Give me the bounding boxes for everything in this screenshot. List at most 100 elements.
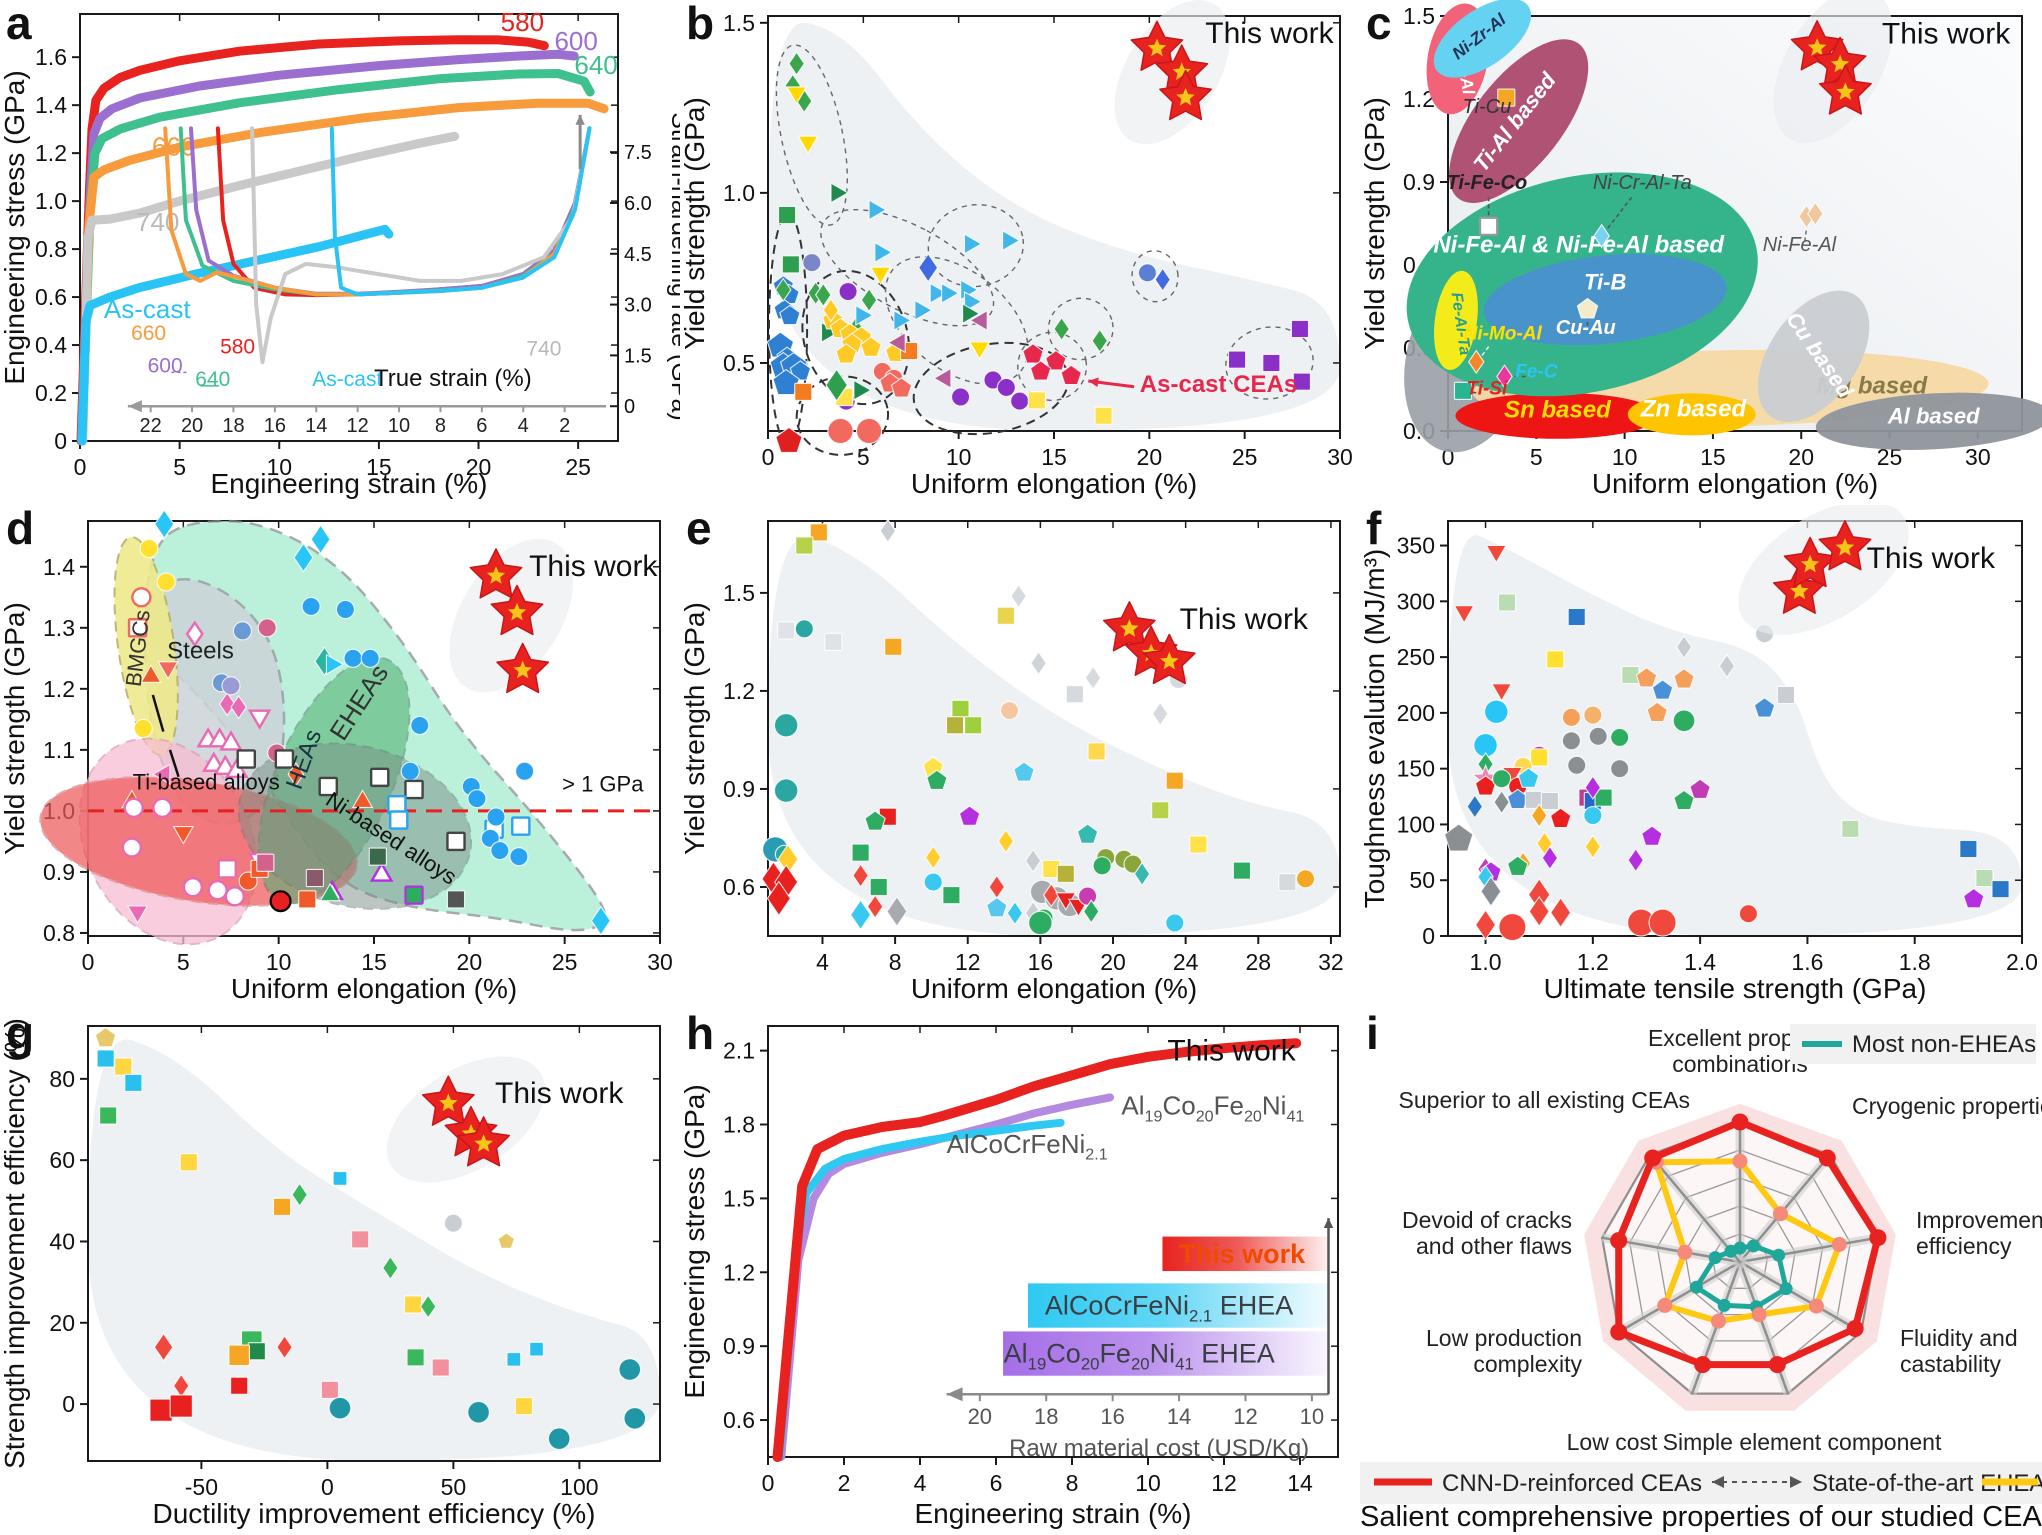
leader-line [151, 694, 165, 732]
x-axis-label: Ductility improvement efficiency (%) [153, 1498, 596, 1529]
this-work-star-core [1120, 619, 1139, 637]
this-work-star-core [1147, 38, 1167, 57]
panel-b-chart: 0 5 10 15 20 25 30 0.5 1.0 1.5 Uniform elongation … [680, 0, 1353, 499]
x-tick-label: 30 [1327, 444, 1353, 470]
group-ellipse [1131, 250, 1179, 303]
x-tick-label: 1.2 [1577, 949, 1609, 975]
inset-label: 660 [131, 322, 166, 345]
map-label: Ti-Cu [1462, 96, 1511, 118]
panel-i-caption: Salient comprehensive properties of our … [1360, 1501, 2042, 1533]
radar-axis-label: Low cost [1567, 1429, 1658, 1455]
plot-frame [1447, 520, 2023, 937]
panel-g-tag: g [6, 1007, 35, 1059]
this-work-star-core [1800, 554, 1820, 573]
annotation-text: As-cast CEAs [1140, 371, 1297, 398]
x-tick-label: 0 [762, 444, 775, 470]
this-work-group: This work [1102, 601, 1309, 685]
y-tick-label: 40 [49, 1228, 75, 1254]
svg-text:8: 8 [435, 415, 446, 437]
x-tick-label: 20 [1100, 949, 1126, 975]
radar-vertex [1818, 1149, 1836, 1167]
y-tick-label: 1.0 [35, 188, 67, 214]
svg-text:20: 20 [181, 415, 203, 437]
x-tick-label: 50 [441, 1474, 467, 1500]
x-tick-label: 1.6 [1791, 949, 1823, 975]
y-tick-label: 0.2 [35, 380, 67, 406]
region [1433, 0, 1532, 78]
y-tick-label: 200 [1397, 700, 1435, 726]
inset-label: 640 [195, 368, 230, 391]
x-tick-label: 25 [552, 949, 578, 975]
group-ellipse [884, 256, 1029, 385]
y-tick-label: 1.5 [723, 580, 755, 606]
map-label: Ti-Fe-Co [1446, 172, 1527, 194]
x-tick-label: 30 [647, 949, 673, 975]
x-axis-label: Engineering strain (%) [210, 468, 487, 499]
group-ellipse [1047, 297, 1114, 361]
radar-vertex [1869, 1229, 1887, 1247]
y-tick-label: 0 [54, 428, 67, 454]
legend-label-non-eheas: Most non-EHEAs [1852, 1031, 2036, 1058]
panel-e-tag: e [686, 502, 712, 554]
this-work-star-core [507, 602, 527, 621]
inset-axis-label: Raw material cost (USD/Kg) [1009, 1435, 1309, 1462]
svg-text:4: 4 [518, 415, 529, 437]
x-tick-label: 6 [990, 1470, 1003, 1496]
svg-text:14: 14 [1167, 1404, 1191, 1429]
svg-text:10: 10 [1300, 1404, 1324, 1429]
y-tick-label: 300 [1397, 588, 1435, 614]
y-axis-label: Yield strength (GPa) [1360, 97, 1390, 350]
panel-b-tag: b [686, 0, 715, 49]
curve-label-660: 660 [152, 132, 195, 162]
svg-text:4.5: 4.5 [624, 244, 652, 266]
region [1449, 39, 1589, 203]
panel-a: a 0 5 10 15 20 25 0 0.2 0.4 0.6 0.8 1.0 1.2 1.4 1.6 Eng… [0, 0, 680, 505]
x-tick-label: 14 [1287, 1470, 1313, 1496]
scatter-points [766, 51, 1311, 453]
x-tick-label: 8 [889, 949, 902, 975]
x-tick-label: 0 [82, 949, 95, 975]
y-tick-label: 150 [1397, 756, 1435, 782]
y-tick-label: 0.9 [723, 776, 755, 802]
radar-vertex [1751, 1307, 1767, 1323]
y-tick-label: 0.9 [43, 859, 75, 885]
x-tick-label: 15 [366, 454, 392, 480]
x-tick-label: 4 [914, 1470, 927, 1496]
x-tick-label: 24 [1173, 949, 1199, 975]
this-work-label: This work [1180, 603, 1309, 636]
panel-a-chart: 0 5 10 15 20 2500.20.40.60.81.01.21.41.6Engin… [0, 7, 680, 499]
this-work-group: This work [1114, 0, 1335, 145]
region [1483, 254, 1727, 346]
y-axis-label: Engineering stress (GPa) [0, 70, 30, 384]
y-tick-label: 50 [1409, 867, 1435, 893]
radar-vertex [1677, 1244, 1693, 1260]
y-tick-label: 100 [1397, 811, 1435, 837]
curve-label-As-cast: As-cast [104, 294, 191, 324]
x-tick-label: 32 [1318, 949, 1344, 975]
series-640 [77, 69, 595, 446]
label-text: This work [1179, 1239, 1306, 1269]
panel-e-chart: 4 8 12 16 20 24 28 32 0.6 0.9 1.2 1.5 Uniform elonga… [680, 518, 1344, 1004]
panel-h-chart: 0 2 4 6 8 10 12 14 0.6 0.9 1.2 1.5 1.8 2.1 Engineering… [680, 1025, 1339, 1529]
y-axis-label: Yield strength (GPa) [680, 602, 710, 855]
x-tick-label: 20 [466, 454, 492, 480]
x-axis-label: Uniform elongation (%) [1592, 468, 1878, 499]
y-tick-label: 0.6 [723, 874, 755, 900]
x-axis-label: Ultimate tensile strength (GPa) [1544, 973, 1927, 1004]
x-tick-label: 1.4 [1684, 949, 1716, 975]
svg-text:12: 12 [347, 415, 369, 437]
radar-vertex [1732, 1153, 1748, 1169]
svg-text:7.5: 7.5 [624, 142, 652, 164]
inset-label: 740 [526, 337, 561, 360]
inset-label: 580 [220, 336, 255, 359]
this-work-star-core [1176, 87, 1195, 106]
scatter-points [761, 518, 1316, 936]
inset-series [163, 126, 592, 365]
panel-b: b 0 5 10 15 20 25 30 0.5 1.0 1.5 Uniform elongatio… [680, 0, 1360, 505]
plot-frame [1447, 15, 2023, 432]
x-tick-label: 15 [1041, 444, 1067, 470]
leader-line [168, 749, 180, 778]
y-tick-label: 1.2 [723, 678, 755, 704]
label-text: This work [1167, 1034, 1296, 1067]
